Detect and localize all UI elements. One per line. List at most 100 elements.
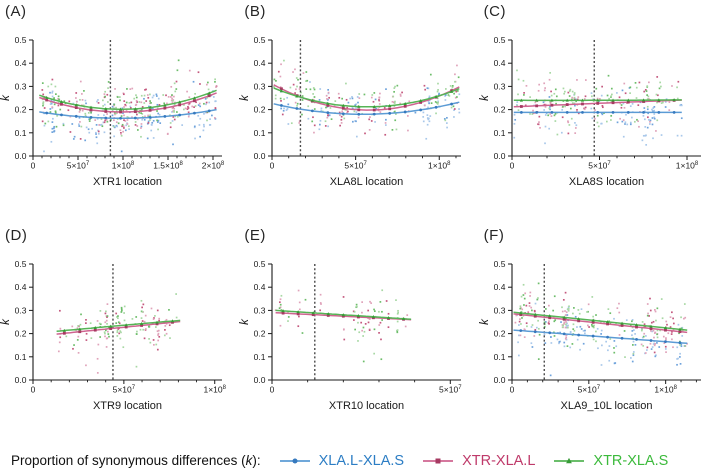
legend-item-xlal-xlas: XLA.L-XLA.S bbox=[278, 453, 404, 469]
legend-marker-circle-icon bbox=[279, 458, 310, 463]
y-tick-label: 0.0 bbox=[254, 151, 266, 161]
y-tick-label: 0.0 bbox=[254, 375, 266, 385]
panel-F-chart: 0.0 0.1 0.2 0.3 0.4 0.5 0 5×107 1×108 k XLA9_10L l… bbox=[479, 259, 701, 412]
trend-lines bbox=[513, 98, 682, 114]
trend-line-green bbox=[56, 319, 181, 333]
y-tick-label: 0.4 bbox=[254, 282, 266, 292]
panel-D-chart: 0.0 0.1 0.2 0.3 0.4 0.5 0 5×107 1×108 k XTR9 locat… bbox=[0, 259, 227, 412]
x-tick-label: 1×108 bbox=[203, 385, 226, 395]
y-tick-label: 0.3 bbox=[15, 81, 27, 91]
x-axis-label: XTR9 location bbox=[93, 400, 162, 412]
panel-B-chart: 0.0 0.1 0.2 0.3 0.4 0.5 0 5×107 1×108 k XLA8L loca… bbox=[239, 35, 462, 188]
panel-E-chart: 0.0 0.1 0.2 0.3 0.4 0.5 0 5×107 k XTR10 location bbox=[239, 259, 463, 412]
y-tick-label: 0.4 bbox=[254, 58, 266, 68]
legend-label: XTR-XLA.S bbox=[593, 452, 669, 469]
y-tick-label: 0.5 bbox=[254, 35, 266, 45]
legend-marker-triangle-icon bbox=[554, 457, 585, 463]
x-axis-label: XLA8S location bbox=[569, 176, 644, 188]
legend-caption: Proportion of synonymous differences (k)… bbox=[11, 453, 261, 468]
y-tick-label: 0.2 bbox=[15, 105, 27, 115]
legend-line-circle-icon bbox=[278, 455, 312, 467]
x-tick-label: 1.5×108 bbox=[153, 161, 183, 171]
y-axis-label: k bbox=[239, 94, 251, 101]
x-tick-label: 1×108 bbox=[428, 161, 451, 171]
scatter-points bbox=[57, 293, 178, 374]
y-axis-label: k bbox=[0, 318, 12, 325]
panel-label-A: (A) bbox=[5, 3, 27, 20]
trend-line-blue bbox=[273, 101, 460, 116]
y-tick-label: 0.4 bbox=[15, 58, 27, 68]
x-axis-label: XLA8L location bbox=[330, 176, 404, 188]
y-tick-label: 0.0 bbox=[15, 151, 27, 161]
panel-label-B: (B) bbox=[244, 3, 266, 20]
y-tick-label: 0.5 bbox=[493, 35, 505, 45]
axes: 0.0 0.1 0.2 0.3 0.4 0.5 0 5×107 1×108 bbox=[493, 35, 701, 171]
y-tick-label: 0.1 bbox=[493, 128, 505, 138]
y-tick-label: 0.2 bbox=[493, 105, 505, 115]
axes: 0.0 0.1 0.2 0.3 0.4 0.5 0 5×107 1×108 bbox=[15, 259, 227, 395]
panel-A-chart: 0.0 0.1 0.2 0.3 0.4 0.5 0 5×107 1×108 1.5×108 2×10… bbox=[0, 35, 225, 188]
x-tick-label: 5×107 bbox=[345, 161, 368, 171]
y-tick-label: 0.2 bbox=[254, 329, 266, 339]
axes: 0.0 0.1 0.2 0.3 0.4 0.5 0 5×107 1×108 1.5×108 2×10… bbox=[15, 35, 225, 171]
y-tick-label: 0.4 bbox=[493, 282, 505, 292]
y-tick-label: 0.5 bbox=[15, 35, 27, 45]
panel-D: (D) 0.0 0.1 0.2 0.3 0.4 0.5 0 5×107 1×108 k XTR9 lo… bbox=[0, 224, 239, 448]
x-tick-label: 0 bbox=[509, 385, 514, 395]
x-axis-label: XLA9_10L location bbox=[560, 400, 652, 412]
x-tick-label: 1×108 bbox=[112, 161, 135, 171]
trend-line-green bbox=[39, 89, 217, 110]
y-tick-label: 0.3 bbox=[254, 81, 266, 91]
y-tick-label: 0.5 bbox=[493, 259, 505, 269]
x-tick-label: 5×107 bbox=[67, 161, 90, 171]
axes: 0.0 0.1 0.2 0.3 0.4 0.5 0 5×107 1×108 bbox=[493, 259, 701, 395]
y-tick-label: 0.1 bbox=[15, 128, 27, 138]
y-tick-label: 0.1 bbox=[15, 352, 27, 362]
y-tick-label: 0.5 bbox=[15, 259, 27, 269]
y-tick-label: 0.2 bbox=[254, 105, 266, 115]
y-tick-label: 0.3 bbox=[254, 305, 266, 315]
y-tick-label: 0.0 bbox=[15, 375, 27, 385]
legend-label: XLA.L-XLA.S bbox=[318, 452, 405, 469]
axes: 0.0 0.1 0.2 0.3 0.4 0.5 0 5×107 1×108 bbox=[254, 35, 462, 171]
trend-lines bbox=[273, 84, 460, 116]
panel-E: (E) 0.0 0.1 0.2 0.3 0.4 0.5 0 5×107 k XTR10 locati… bbox=[239, 224, 478, 448]
y-tick-label: 0.1 bbox=[254, 352, 266, 362]
y-tick-label: 0.3 bbox=[493, 81, 505, 91]
trend-lines bbox=[513, 311, 687, 345]
y-tick-label: 0.2 bbox=[493, 329, 505, 339]
legend-caption-suffix: ): bbox=[252, 453, 261, 468]
trend-line-pink bbox=[56, 320, 181, 335]
legend-label: XTR-XLA.L bbox=[462, 452, 536, 469]
x-tick-label: 0 bbox=[270, 385, 275, 395]
trend-lines bbox=[275, 309, 412, 321]
legend-item-xtr-xlal: XTR-XLA.L bbox=[421, 453, 535, 469]
y-tick-label: 0.1 bbox=[493, 352, 505, 362]
x-tick-label: 5×107 bbox=[577, 385, 600, 395]
axes: 0.0 0.1 0.2 0.3 0.4 0.5 0 5×107 bbox=[254, 259, 463, 395]
x-tick-label: 1×108 bbox=[654, 385, 677, 395]
y-axis-label: k bbox=[479, 94, 491, 101]
y-tick-label: 0.0 bbox=[493, 151, 505, 161]
x-axis-label: XTR1 location bbox=[93, 176, 162, 188]
y-tick-label: 0.4 bbox=[15, 282, 27, 292]
trend-lines bbox=[39, 89, 217, 120]
x-tick-label: 5×107 bbox=[439, 385, 462, 395]
legend-line-triangle-icon bbox=[552, 455, 586, 467]
x-tick-label: 0 bbox=[509, 161, 514, 171]
panel-row-2: (D) 0.0 0.1 0.2 0.3 0.4 0.5 0 5×107 1×108 k XTR9 lo… bbox=[0, 224, 718, 448]
y-axis-label: k bbox=[479, 318, 491, 325]
panel-B: (B) 0.0 0.1 0.2 0.3 0.4 0.5 0 5×107 1×108 k XLA8L l… bbox=[239, 0, 478, 224]
y-axis-label: k bbox=[239, 318, 251, 325]
x-tick-label: 1×108 bbox=[675, 161, 698, 171]
y-tick-label: 0.3 bbox=[15, 305, 27, 315]
legend-line-square-icon bbox=[421, 455, 455, 467]
legend-item-xtr-xlas: XTR-XLA.S bbox=[552, 453, 668, 469]
panel-label-D: (D) bbox=[5, 227, 28, 244]
trend-line-green bbox=[513, 311, 687, 331]
y-axis-label: k bbox=[0, 94, 12, 101]
scatter-points bbox=[514, 282, 688, 377]
trend-line-blue bbox=[39, 108, 217, 119]
x-tick-label: 2×108 bbox=[202, 161, 225, 171]
